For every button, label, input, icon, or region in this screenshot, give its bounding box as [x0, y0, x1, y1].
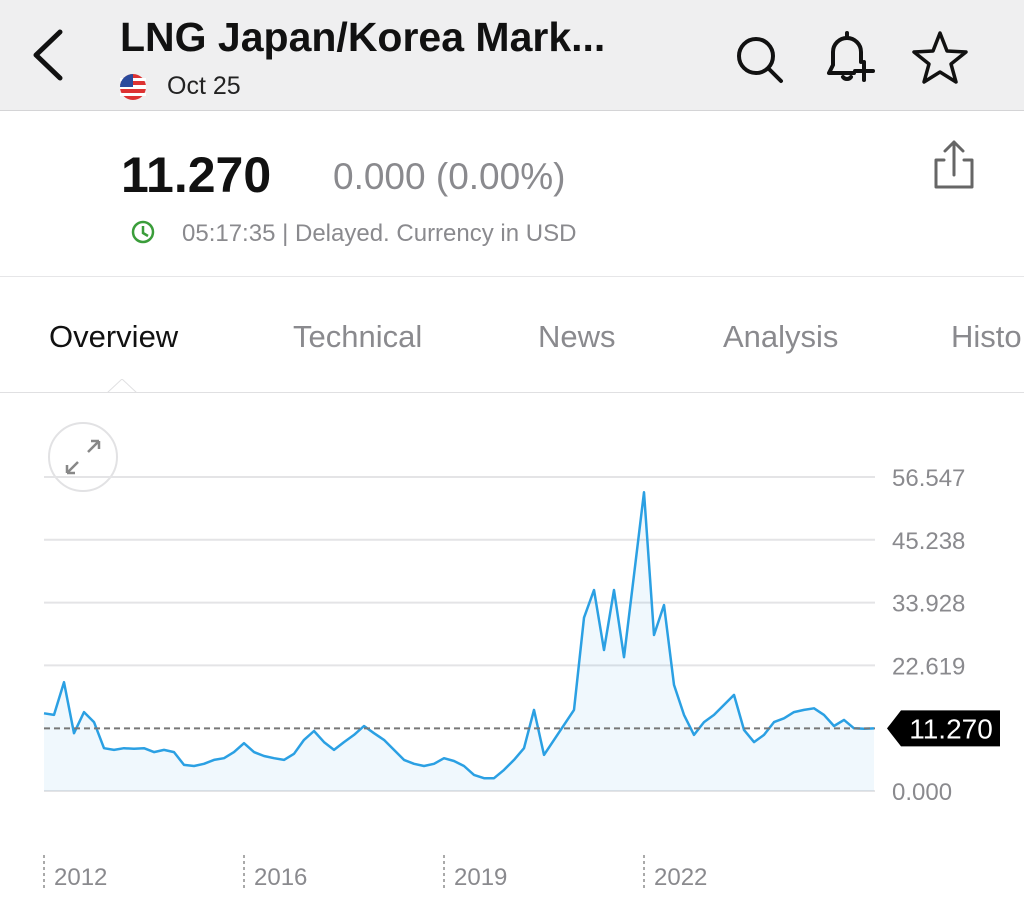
chart: 0.000 22.619 33.928 45.238 56.547 2012 2016 201…	[43, 422, 1000, 891]
expand-button[interactable]	[48, 422, 118, 492]
y-tick-label: 56.547	[892, 465, 965, 492]
x-tick-label: 2016	[254, 864, 307, 891]
share-button[interactable]	[934, 140, 974, 189]
tab[interactable]: Overview	[49, 319, 179, 354]
header-icons	[33, 29, 968, 100]
tab-bar: Overview Technical News Analysis Histo	[0, 277, 1024, 393]
x-tick-label: 2012	[54, 864, 107, 891]
y-tick-label: 22.619	[892, 653, 965, 680]
tab[interactable]: Analysis	[723, 319, 839, 354]
back-button[interactable]	[33, 29, 63, 81]
y-tick-label: 0.000	[892, 779, 952, 806]
x-tick-label: 2019	[454, 864, 507, 891]
y-tick-label: 33.928	[892, 591, 965, 618]
watchlist-button[interactable]	[912, 31, 968, 84]
x-tick-label: 2022	[654, 864, 707, 891]
line	[43, 491, 875, 780]
divider	[0, 276, 1024, 277]
date: Oct 25	[167, 72, 241, 100]
tab[interactable]: News	[538, 319, 616, 354]
status: 05:17:35 | Delayed. Currency in USD	[182, 220, 577, 247]
tab[interactable]: Histo	[951, 319, 1022, 354]
area	[44, 492, 874, 791]
title: LNG Japan/Korea Mark...	[120, 14, 606, 60]
price: 11.270	[121, 147, 272, 203]
y-tick-label: 45.238	[892, 528, 965, 555]
tab-pointer	[107, 379, 137, 392]
change: 0.000 (0.00%)	[333, 156, 566, 197]
search-button[interactable]	[737, 37, 783, 83]
reference-badge	[887, 710, 1000, 747]
alert-button[interactable]	[827, 31, 875, 82]
header: LNG Japan/Korea Mark... Oct 25	[0, 0, 1024, 111]
tab[interactable]: Technical	[293, 319, 423, 354]
clock-icon	[131, 220, 155, 244]
reference-label: 11.270	[909, 713, 993, 744]
us-flag	[120, 74, 146, 100]
